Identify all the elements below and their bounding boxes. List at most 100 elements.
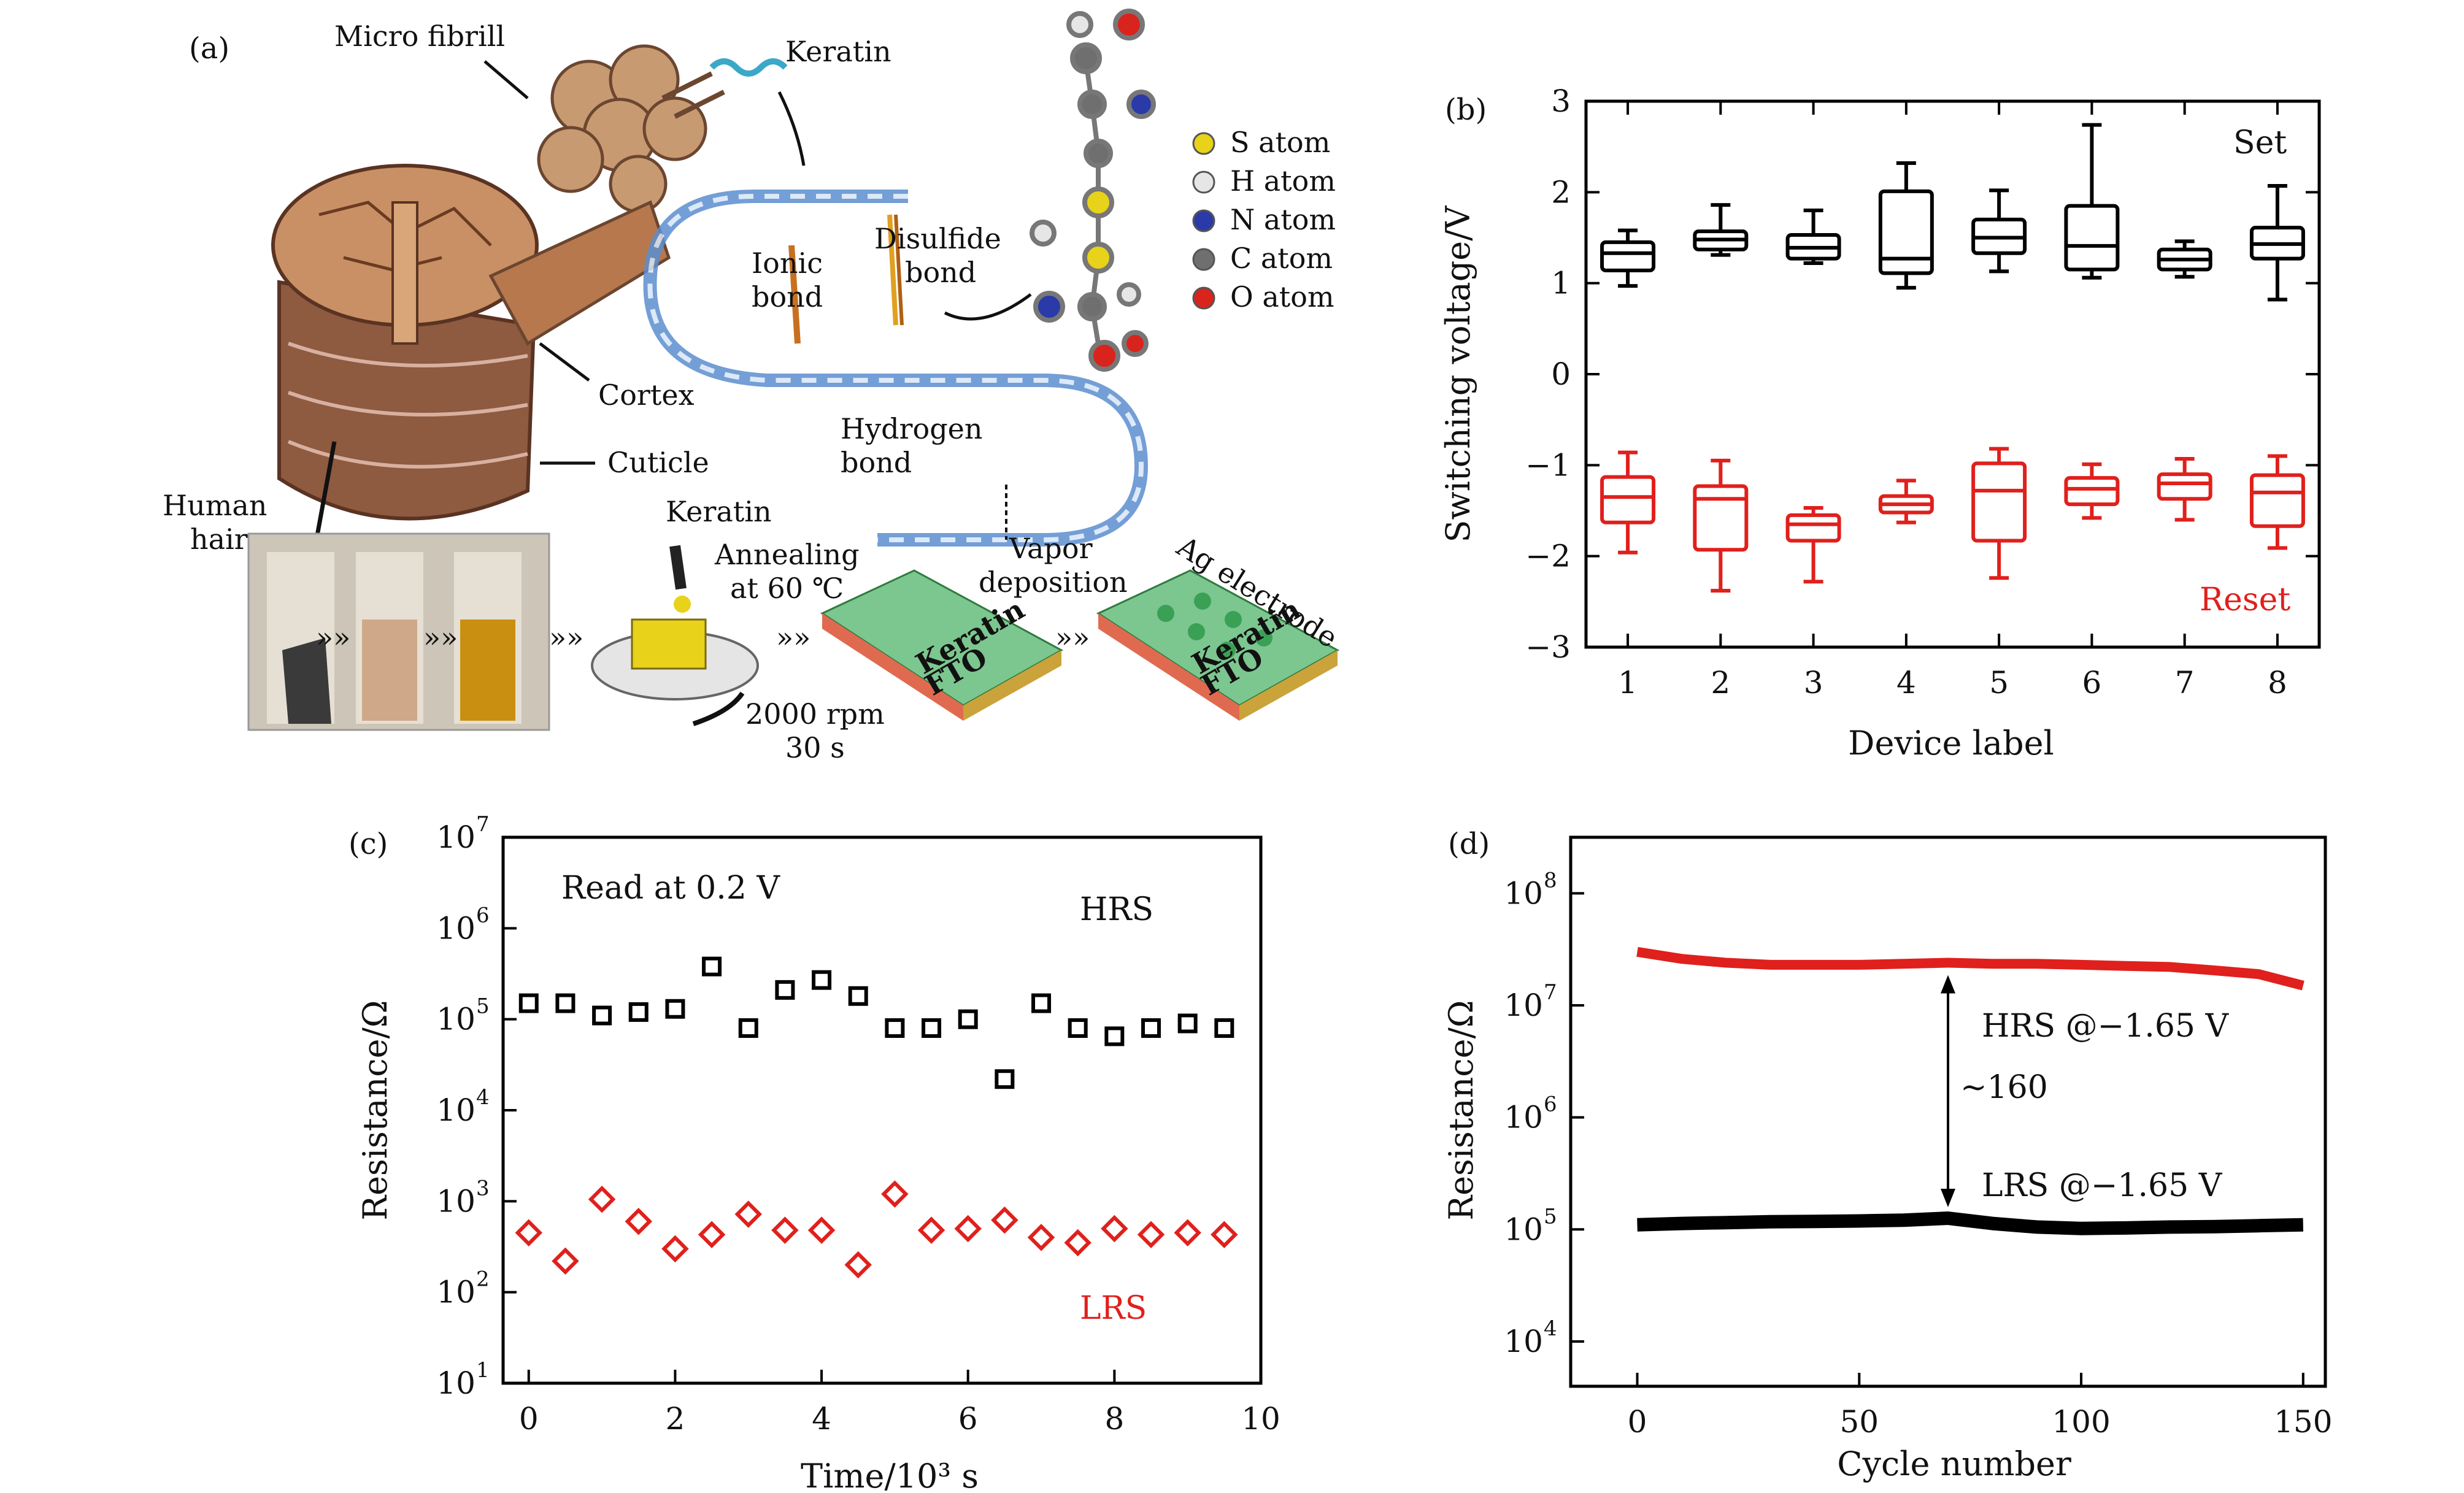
hrs-point (848, 986, 868, 1006)
y-axis-label-b: Switching voltage/V (1439, 205, 1477, 543)
y-tick-exponent: 4 (1544, 1316, 1557, 1341)
x-tick-label: 8 (1104, 1401, 1124, 1437)
lrs-point (1027, 1224, 1055, 1251)
hrs-point (812, 970, 832, 990)
x-ticks-c: 0 2 4 6 8 10 (519, 1370, 1280, 1437)
x-tick-label: 2 (1711, 665, 1730, 700)
y-tick-label: 10 (436, 1002, 475, 1037)
lrs-point (1174, 1219, 1201, 1247)
y-tick-label: 2 (1551, 174, 1571, 210)
hair-illustration (271, 44, 788, 521)
x-ticks-d: 0 50 100 150 (1628, 1373, 2333, 1440)
series-label-hrs-c: HRS (1080, 891, 1153, 928)
legend-atom-marker (1192, 132, 1215, 155)
hrs-point (775, 980, 795, 1000)
svg-text:»»: »» (776, 621, 810, 654)
label-hair: hair (190, 523, 248, 556)
hrs-line (1636, 946, 2304, 991)
y-tick-exponent: 8 (1544, 868, 1557, 892)
x-tick-label: 2 (666, 1401, 685, 1437)
y-tick-exponent: 6 (1544, 1092, 1557, 1117)
label-vapor: Vapor (1009, 532, 1093, 565)
hrs-point (702, 956, 722, 977)
annotation-read-voltage: Read at 0.2 V (561, 870, 780, 907)
y-tick-exponent: 2 (476, 1267, 490, 1292)
lrs-point (844, 1251, 872, 1279)
label-keratin-drop: Keratin (666, 495, 772, 528)
label-ionic: Ionic (752, 247, 823, 280)
y-tick-label: −3 (1525, 629, 1571, 665)
hrs-point (1177, 1013, 1198, 1034)
lrs-point (661, 1235, 689, 1263)
legend-atom-label: C atom (1230, 242, 1333, 275)
hrs-point (738, 1018, 758, 1038)
y-tick-label: 10 (1504, 1211, 1543, 1247)
x-tick-label: 150 (2274, 1404, 2332, 1440)
box-body (2249, 473, 2305, 528)
box-body (1878, 189, 1934, 275)
y-tick-label: 10 (436, 1275, 475, 1310)
y-tick-exponent: 1 (476, 1358, 490, 1383)
series-label-lrs-c: LRS (1080, 1290, 1147, 1327)
process-strip: »» »» »» »» »» Keratin FTO Keratin FTO (247, 532, 1340, 731)
ratio-arrow-head (1941, 975, 1955, 994)
hrs-point (665, 999, 685, 1019)
svg-text:»»: »» (1055, 621, 1090, 654)
series-label-hrs-d: HRS @−1.65 V (1982, 1008, 2230, 1045)
box-body (1600, 475, 1656, 524)
hrs-point (958, 1009, 978, 1029)
hrs-point (1141, 1018, 1161, 1038)
lrs-point (917, 1216, 945, 1244)
label-deposition: deposition (979, 566, 1128, 599)
label-annealing-temp: at 60 ℃ (730, 572, 844, 605)
lrs-point (1211, 1221, 1238, 1248)
ratio-arrow-head (1941, 1188, 1955, 1207)
label-seconds: 30 s (785, 731, 845, 764)
label-rpm: 2000 rpm (745, 697, 885, 731)
plot-frame-b (1584, 99, 2321, 649)
lrs-point (991, 1206, 1018, 1234)
legend-atom-marker (1192, 248, 1215, 271)
y-tick-exponent: 5 (476, 994, 490, 1019)
panel-label-a: (a) (189, 31, 229, 66)
y-tick-label: 0 (1551, 356, 1571, 392)
y-tick-label: −1 (1525, 447, 1571, 483)
box-body (2064, 476, 2120, 507)
cysteine-molecule (1030, 9, 1156, 372)
hrs-point (628, 1002, 649, 1022)
x-tick-label: 6 (958, 1401, 978, 1437)
label-cuticle: Cuticle (607, 446, 709, 479)
lrs-point (625, 1207, 652, 1235)
panel-label-b: (b) (1445, 93, 1487, 127)
hrs-point (555, 993, 576, 1013)
lrs-point (515, 1219, 543, 1247)
y-axis-label-c: Resistance/Ω (356, 1000, 395, 1220)
x-ticks-b: 1 2 3 4 5 6 7 8 (1618, 101, 2287, 700)
box-body (2064, 204, 2120, 272)
y-tick-exponent: 6 (476, 903, 490, 927)
hrs-point (592, 1005, 612, 1026)
lrs-point (552, 1247, 579, 1275)
lrs-point (771, 1216, 799, 1244)
hrs-point (885, 1018, 905, 1038)
y-tick-label: 10 (436, 1092, 475, 1128)
legend-atom-label: O atom (1230, 280, 1334, 313)
svg-text:»»: »» (549, 621, 583, 654)
x-tick-label: 3 (1804, 665, 1823, 700)
x-tick-label: 50 (1839, 1404, 1879, 1440)
keratin-helix (643, 190, 1149, 547)
lrs-point (734, 1200, 762, 1228)
legend-atom-marker (1192, 209, 1215, 232)
y-tick-label: 10 (436, 1365, 475, 1401)
lrs-point (954, 1215, 982, 1243)
box-body (1971, 461, 2027, 543)
y-tick-exponent: 4 (476, 1085, 490, 1110)
x-axis-label-b: Device label (1848, 724, 2054, 762)
hrs-point (1068, 1018, 1088, 1038)
x-tick-label: 7 (2175, 665, 2195, 700)
hrs-point (1104, 1026, 1125, 1046)
